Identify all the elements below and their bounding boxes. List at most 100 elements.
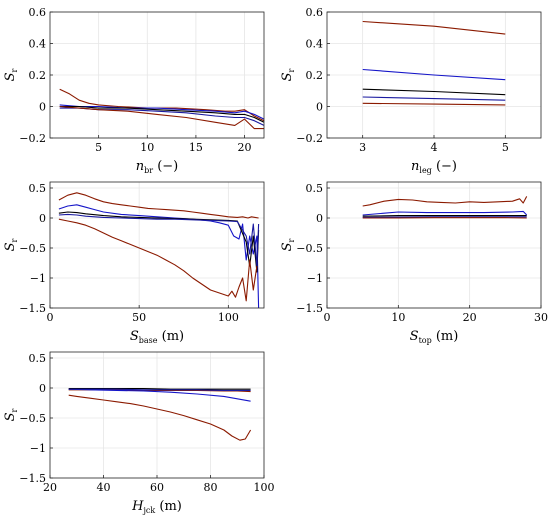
y-tick-label: −0.5 [19, 242, 46, 255]
series-line-5 [58, 218, 258, 302]
x-axis-label: nbr (−) [136, 159, 179, 175]
x-tick-label: 4 [431, 141, 438, 154]
y-axis-symbol: S [3, 72, 18, 81]
series-line-1 [362, 20, 506, 35]
y-tick-label: −1 [30, 442, 46, 455]
y-tick-label: −0.2 [296, 132, 323, 145]
series-line-2 [362, 210, 528, 216]
x-axis-subscript: leg [419, 166, 431, 175]
y-tick-label: −0.5 [296, 242, 323, 255]
y-axis-subscript: r [287, 238, 296, 242]
x-axis-symbol: S [130, 329, 139, 344]
y-tick-label: −1 [30, 272, 46, 285]
y-tick-label: 0 [316, 101, 323, 114]
x-tick-label: 20 [43, 481, 57, 494]
series-line-3 [362, 215, 527, 217]
series-line-4 [68, 388, 251, 391]
x-tick-label: 5 [502, 141, 509, 154]
y-tick-label: 0.5 [306, 182, 324, 195]
y-axis-symbol: S [3, 412, 18, 421]
y-tick-label: 0.2 [29, 69, 47, 82]
x-axis-symbol: n [136, 159, 144, 174]
x-axis-label: Stop (m) [410, 329, 459, 345]
y-tick-label: 0.2 [306, 69, 324, 82]
y-tick-label: 0 [316, 212, 323, 225]
x-axis-symbol: S [410, 329, 419, 344]
y-axis-label: Sr [3, 238, 19, 251]
y-axis-label: Sr [3, 68, 19, 81]
series-line-4 [58, 213, 260, 267]
y-axis-label: Sr [280, 68, 296, 81]
x-axis-subscript: top [419, 336, 432, 345]
y-tick-label: 0.4 [29, 38, 47, 51]
axes-box [49, 181, 265, 309]
y-tick-label: 0 [39, 212, 46, 225]
x-axis-symbol: n [411, 159, 419, 174]
y-tick-label: 0 [39, 382, 46, 395]
x-axis-subscript: br [144, 166, 153, 175]
y-tick-label: −1.5 [296, 302, 323, 315]
axes-box [326, 181, 542, 309]
x-axis-label: Sbase (m) [130, 329, 184, 345]
series-line-4 [362, 216, 527, 218]
x-axis-subscript: jck [142, 506, 155, 515]
series-line-2 [362, 68, 506, 81]
series-line-4 [362, 96, 506, 101]
y-tick-label: 0.5 [29, 352, 47, 365]
x-tick-label: 60 [150, 481, 164, 494]
series-line-5 [362, 102, 506, 106]
series-line-2 [59, 104, 265, 120]
y-axis-symbol: S [3, 242, 18, 251]
x-tick-label: 20 [463, 311, 477, 324]
x-tick-label: 10 [140, 141, 154, 154]
x-axis-unit: (m) [432, 329, 459, 344]
y-axis-subscript: r [10, 408, 19, 412]
x-tick-label: 30 [534, 311, 548, 324]
y-tick-label: −1.5 [19, 302, 46, 315]
x-tick-label: 5 [95, 141, 102, 154]
y-axis-subscript: r [287, 68, 296, 72]
series-line-3 [362, 88, 506, 96]
y-tick-label: −1.5 [19, 472, 46, 485]
x-axis-subscript: base [139, 336, 158, 345]
chart-panel-1: 5 10 15 20 −0.2 0 0.2 0.4 0.6 nbr (−) Sr [3, 6, 265, 175]
x-tick-label: 0 [47, 311, 54, 324]
y-tick-label: −0.5 [19, 412, 46, 425]
y-tick-label: 0.6 [29, 6, 47, 19]
x-tick-label: 80 [204, 481, 218, 494]
x-tick-label: 0 [324, 311, 331, 324]
y-tick-label: 0.6 [306, 6, 324, 19]
x-tick-label: 100 [218, 311, 239, 324]
x-tick-label: 3 [359, 141, 366, 154]
x-axis-unit: (−) [432, 159, 457, 174]
series-line-1 [59, 88, 265, 122]
x-tick-label: 20 [238, 141, 252, 154]
y-tick-label: 0 [39, 101, 46, 114]
y-axis-subscript: r [10, 68, 19, 72]
y-axis-label: Sr [3, 408, 19, 421]
x-axis-unit: (m) [158, 329, 185, 344]
x-axis-unit: (−) [153, 159, 178, 174]
series-line-2 [68, 388, 251, 402]
x-axis-symbol: H [131, 499, 144, 514]
y-axis-symbol: S [280, 72, 295, 81]
x-tick-label: 50 [132, 311, 146, 324]
y-tick-label: −0.2 [19, 132, 46, 145]
y-axis-symbol: S [280, 242, 295, 251]
x-axis-label: Hjck (m) [131, 499, 182, 515]
series-line-5 [59, 105, 264, 130]
series-line-3 [59, 105, 265, 123]
y-tick-label: 0.4 [306, 38, 324, 51]
series-line-3 [68, 388, 251, 390]
series-line-1 [58, 192, 259, 219]
series-line-1 [362, 196, 528, 207]
y-tick-label: −1 [307, 272, 323, 285]
x-tick-label: 15 [189, 141, 203, 154]
series-line-5 [68, 394, 252, 441]
y-axis-label: Sr [280, 238, 296, 251]
y-axis-subscript: r [10, 238, 19, 242]
chart-panel-2: 3 4 5 −0.2 0 0.2 0.4 0.6 nleg (−) Sr [280, 6, 542, 175]
